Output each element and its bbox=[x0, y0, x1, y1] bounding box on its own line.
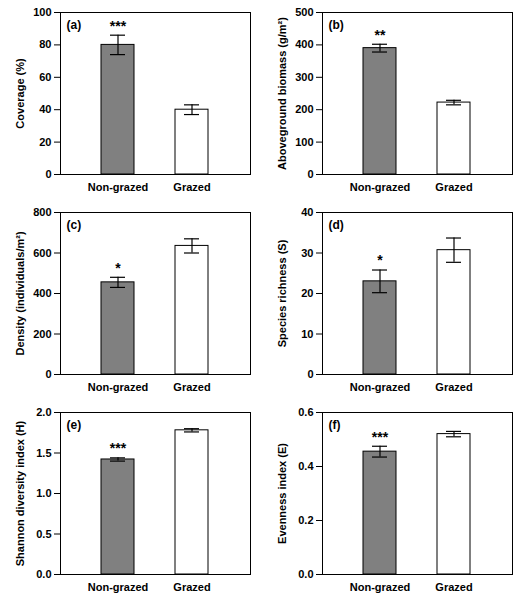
svg-text:0.5: 0.5 bbox=[36, 528, 51, 540]
svg-text:Aboveground biomass (g/m²): Aboveground biomass (g/m²) bbox=[276, 17, 288, 170]
svg-text:(a): (a) bbox=[67, 18, 82, 32]
svg-text:***: *** bbox=[110, 440, 127, 456]
svg-text:(d): (d) bbox=[329, 218, 344, 232]
svg-text:Non-grazed: Non-grazed bbox=[88, 181, 149, 193]
svg-text:Non-grazed: Non-grazed bbox=[350, 381, 411, 393]
svg-text:40: 40 bbox=[301, 206, 313, 218]
svg-text:0: 0 bbox=[307, 168, 313, 180]
svg-text:80: 80 bbox=[39, 38, 51, 50]
svg-text:Grazed: Grazed bbox=[435, 381, 472, 393]
svg-text:200: 200 bbox=[33, 328, 51, 340]
svg-text:(b): (b) bbox=[329, 18, 344, 32]
svg-text:*: * bbox=[377, 252, 383, 268]
svg-text:(e): (e) bbox=[67, 418, 82, 432]
svg-text:Evenness index (E): Evenness index (E) bbox=[276, 443, 288, 544]
svg-text:100: 100 bbox=[33, 6, 51, 18]
svg-text:200: 200 bbox=[295, 103, 313, 115]
svg-text:2.0: 2.0 bbox=[36, 406, 51, 418]
svg-text:0.0: 0.0 bbox=[298, 568, 313, 580]
svg-text:10: 10 bbox=[301, 328, 313, 340]
svg-text:Non-grazed: Non-grazed bbox=[88, 581, 149, 593]
svg-text:Species richness (S): Species richness (S) bbox=[276, 239, 288, 347]
svg-text:Grazed: Grazed bbox=[173, 381, 210, 393]
svg-text:30: 30 bbox=[301, 247, 313, 259]
svg-text:Grazed: Grazed bbox=[435, 181, 472, 193]
svg-text:300: 300 bbox=[295, 71, 313, 83]
svg-text:**: ** bbox=[375, 27, 386, 43]
svg-text:(f): (f) bbox=[329, 418, 341, 432]
svg-text:Grazed: Grazed bbox=[435, 581, 472, 593]
svg-text:0: 0 bbox=[45, 368, 51, 380]
svg-text:800: 800 bbox=[33, 206, 51, 218]
svg-text:***: *** bbox=[372, 429, 389, 445]
svg-text:100: 100 bbox=[295, 136, 313, 148]
svg-text:500: 500 bbox=[295, 6, 313, 18]
svg-text:Non-grazed: Non-grazed bbox=[350, 581, 411, 593]
svg-text:20: 20 bbox=[301, 287, 313, 299]
svg-text:0.4: 0.4 bbox=[298, 460, 314, 472]
svg-text:20: 20 bbox=[39, 136, 51, 148]
svg-text:Non-grazed: Non-grazed bbox=[350, 181, 411, 193]
svg-text:0: 0 bbox=[307, 368, 313, 380]
svg-text:0.0: 0.0 bbox=[36, 568, 51, 580]
svg-text:***: *** bbox=[110, 18, 127, 34]
svg-text:0: 0 bbox=[45, 168, 51, 180]
svg-text:40: 40 bbox=[39, 103, 51, 115]
svg-text:Shannon diversity index (H): Shannon diversity index (H) bbox=[14, 420, 26, 566]
svg-text:0.6: 0.6 bbox=[298, 406, 313, 418]
svg-text:*: * bbox=[115, 260, 121, 276]
svg-text:(c): (c) bbox=[67, 218, 82, 232]
svg-text:Density (individuals/m²): Density (individuals/m²) bbox=[14, 231, 26, 355]
svg-text:Grazed: Grazed bbox=[173, 581, 210, 593]
svg-text:600: 600 bbox=[33, 247, 51, 259]
svg-text:0.2: 0.2 bbox=[298, 514, 313, 526]
svg-text:Coverage (%): Coverage (%) bbox=[14, 58, 26, 129]
svg-text:Non-grazed: Non-grazed bbox=[88, 381, 149, 393]
svg-text:60: 60 bbox=[39, 71, 51, 83]
svg-text:400: 400 bbox=[295, 38, 313, 50]
svg-text:Grazed: Grazed bbox=[173, 181, 210, 193]
svg-text:1.5: 1.5 bbox=[36, 447, 51, 459]
svg-text:1.0: 1.0 bbox=[36, 487, 51, 499]
svg-text:400: 400 bbox=[33, 287, 51, 299]
